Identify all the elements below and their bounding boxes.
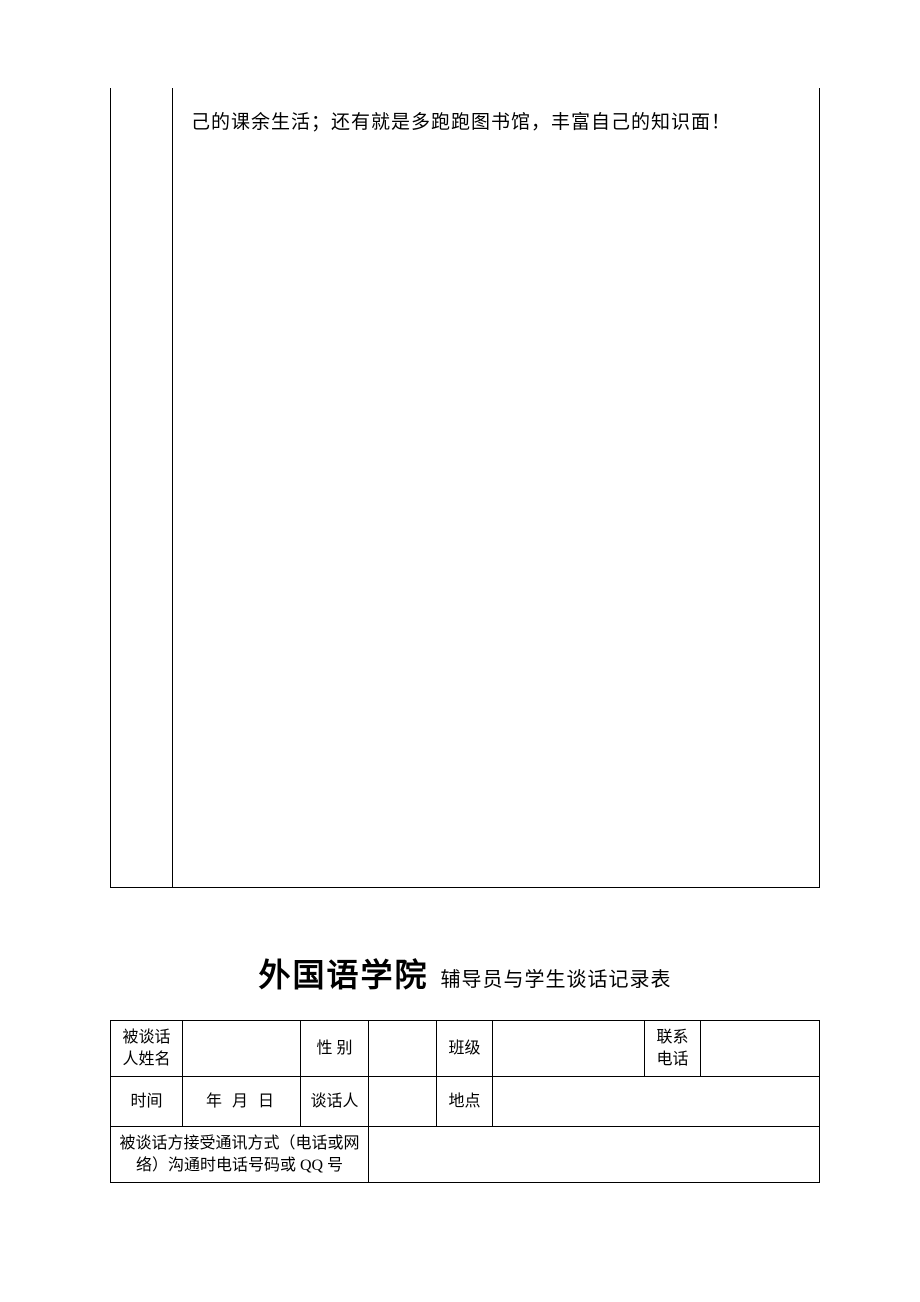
contact-method-label-cell: 被谈话方接受通讯方式（电话或网络）沟通时电话号码或 QQ 号 — [111, 1127, 369, 1183]
phone-value-cell — [701, 1021, 820, 1077]
table-row: 时间 年 月 日 谈话人 地点 — [111, 1077, 820, 1127]
table-row: 被谈话人姓名 性 别 班级 联系电话 — [111, 1021, 820, 1077]
contact-method-value-cell — [369, 1127, 820, 1183]
location-value-cell — [493, 1077, 820, 1127]
upper-content-cell: 己的课余生活；还有就是多跑跑图书馆，丰富自己的知识面！ — [173, 88, 819, 887]
time-label-cell: 时间 — [111, 1077, 183, 1127]
class-value-cell — [493, 1021, 645, 1077]
title-sub: 辅导员与学生谈话记录表 — [441, 969, 672, 991]
upper-continuation-box: 己的课余生活；还有就是多跑跑图书馆，丰富自己的知识面！ — [110, 88, 820, 888]
location-label-cell: 地点 — [437, 1077, 493, 1127]
time-value-cell: 年 月 日 — [183, 1077, 301, 1127]
interviewer-value-cell — [369, 1077, 437, 1127]
name-label-cell: 被谈话人姓名 — [111, 1021, 183, 1077]
table-row: 被谈话方接受通讯方式（电话或网络）沟通时电话号码或 QQ 号 — [111, 1127, 820, 1183]
interview-form-table: 被谈话人姓名 性 别 班级 联系电话 时间 年 月 日 谈话人 地点 被谈话方接… — [110, 1020, 820, 1183]
form-title: 外国语学院 辅导员与学生谈话记录表 — [110, 950, 820, 996]
upper-left-column — [111, 88, 173, 887]
name-value-cell — [183, 1021, 301, 1077]
interviewer-label-cell: 谈话人 — [301, 1077, 369, 1127]
continuation-text: 己的课余生活；还有就是多跑跑图书馆，丰富自己的知识面！ — [191, 108, 801, 138]
class-label-cell: 班级 — [437, 1021, 493, 1077]
gender-label-cell: 性 别 — [301, 1021, 369, 1077]
phone-label-cell: 联系电话 — [645, 1021, 701, 1077]
title-main: 外国语学院 — [258, 957, 428, 993]
gender-value-cell — [369, 1021, 437, 1077]
